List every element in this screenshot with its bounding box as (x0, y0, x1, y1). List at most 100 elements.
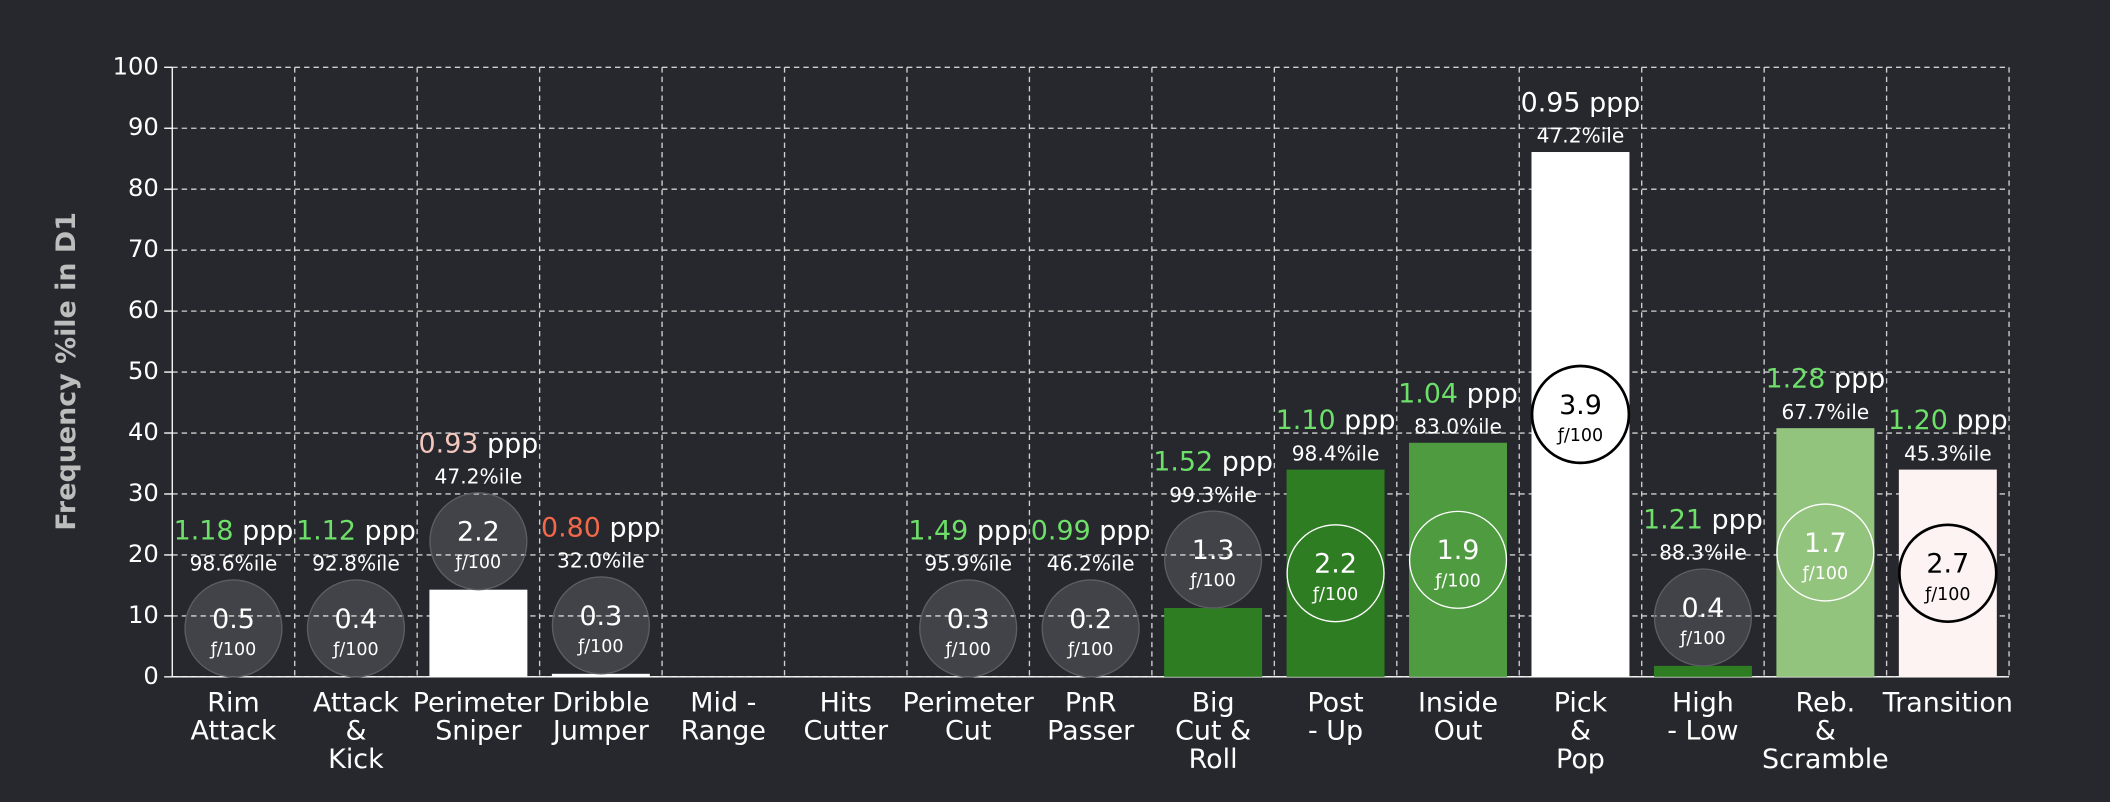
y-tick-label: 30 (128, 479, 159, 507)
ppp-value: 1.21 (1643, 504, 1703, 535)
frequency-value: 1.3 (1192, 535, 1235, 566)
ppp-unit: ppp (1956, 405, 2007, 436)
ppp-unit: ppp (1099, 515, 1150, 546)
frequency-value: 2.7 (1926, 549, 1969, 580)
ppp-value: 1.20 (1888, 405, 1948, 436)
x-tick-label: Pick (1554, 687, 1608, 718)
ppp-label: 1.04 ppp (1398, 378, 1518, 409)
frequency-unit: ƒ/100 (1923, 585, 1970, 605)
x-tick-label: Hits (820, 687, 872, 718)
frequency-value: 2.2 (457, 517, 500, 548)
frequency-value: 3.9 (1559, 390, 1602, 421)
frequency-unit: ƒ/100 (1066, 640, 1113, 660)
frequency-unit: ƒ/100 (454, 553, 501, 573)
frequency-value: 0.3 (579, 601, 622, 632)
x-tick-label: Attack (313, 687, 399, 718)
ppp-label: 1.20 ppp (1888, 405, 2008, 436)
ppp-percentile: 45.3%ile (1904, 441, 1992, 465)
ppp-value: 0.95 (1521, 87, 1581, 118)
frequency-unit: ƒ/100 (576, 637, 623, 657)
ppp-value: 1.52 (1153, 446, 1213, 477)
ppp-label: 1.52 ppp (1153, 446, 1273, 477)
bar (429, 589, 528, 677)
bar (1164, 607, 1263, 677)
frequency-circle (919, 579, 1018, 678)
ppp-value: 1.10 (1276, 405, 1336, 436)
ppp-label: 1.21 ppp (1643, 504, 1763, 535)
y-tick-label: 40 (128, 418, 159, 446)
frequency-value: 0.5 (212, 604, 255, 635)
ppp-label: 1.28 ppp (1766, 363, 1886, 394)
frequency-circle (1041, 579, 1140, 678)
ppp-percentile: 92.8%ile (312, 552, 400, 576)
x-tick-label: Attack (191, 716, 277, 747)
ppp-percentile: 47.2%ile (435, 464, 523, 488)
x-tick-label: Dribble (552, 687, 649, 718)
frequency-value: 0.2 (1069, 604, 1112, 635)
ppp-unit: ppp (1222, 446, 1273, 477)
ppp-unit: ppp (365, 515, 416, 546)
x-tick-label: Inside (1418, 687, 1498, 718)
frequency-value: 2.2 (1314, 549, 1357, 580)
x-tick-label: Pop (1556, 744, 1605, 775)
frequency-circle (306, 579, 406, 678)
ppp-value: 0.99 (1031, 515, 1091, 546)
frequency-value: 0.4 (1682, 593, 1725, 624)
ppp-value: 1.04 (1398, 378, 1458, 409)
ppp-label: 1.10 ppp (1276, 405, 1396, 436)
y-axis-label: Frequency %ile in D1 (51, 212, 82, 531)
x-tick-label: Kick (328, 744, 384, 775)
x-tick-label: Mid - (690, 687, 756, 718)
ppp-unit: ppp (1589, 87, 1640, 118)
ppp-percentile: 32.0%ile (557, 549, 645, 573)
frequency-circle (1163, 510, 1263, 609)
x-tick-label: Cut (945, 716, 991, 747)
x-tick-label: Passer (1047, 716, 1135, 747)
frequency-unit: ƒ/100 (1311, 585, 1358, 605)
ppp-unit: ppp (1344, 405, 1395, 436)
ppp-label: 0.99 ppp (1031, 515, 1151, 546)
bar (551, 673, 650, 677)
x-tick-label: - Up (1308, 716, 1363, 747)
x-tick-label: Big (1192, 687, 1235, 718)
frequency-circle (1653, 568, 1753, 667)
y-tick-label: 10 (128, 601, 159, 629)
frequency-value: 1.7 (1804, 528, 1847, 559)
frequency-unit: ƒ/100 (1556, 426, 1603, 446)
ppp-value: 0.93 (419, 428, 479, 459)
ppp-value: 1.12 (296, 515, 356, 546)
ppp-label: 0.95 ppp (1521, 87, 1641, 118)
frequency-unit: ƒ/100 (331, 640, 378, 660)
x-tick-label: & (345, 716, 366, 747)
frequency-unit: ƒ/100 (1678, 629, 1725, 649)
frequency-circle (429, 492, 528, 591)
y-tick-label: 80 (128, 174, 159, 202)
y-tick-label: 0 (143, 662, 158, 690)
x-tick-label: & (1815, 716, 1836, 747)
frequency-circle (1286, 524, 1385, 623)
ppp-value: 1.28 (1766, 363, 1826, 394)
ppp-unit: ppp (1467, 378, 1518, 409)
frequency-unit: ƒ/100 (209, 640, 256, 660)
ppp-percentile: 67.7%ile (1782, 400, 1870, 424)
ppp-percentile: 83.0%ile (1414, 414, 1502, 438)
y-tick-label: 70 (128, 235, 159, 263)
y-tick-label: 100 (113, 52, 159, 80)
x-tick-label: Transition (1882, 687, 2013, 718)
ppp-label: 1.12 ppp (296, 515, 416, 546)
ppp-value: 1.49 (908, 515, 968, 546)
frequency-circle (1408, 510, 1508, 609)
x-tick-label: & (1570, 716, 1591, 747)
frequency-circle (1530, 364, 1631, 465)
x-tick-label: Reb. (1796, 687, 1856, 718)
x-tick-label: - Low (1667, 716, 1738, 747)
x-tick-label: Sniper (435, 716, 522, 747)
ppp-value: 0.80 (541, 512, 601, 543)
y-tick-label: 50 (128, 357, 159, 385)
x-tick-label: Roll (1189, 744, 1238, 775)
ppp-percentile: 88.3%ile (1659, 541, 1747, 565)
y-tick-label: 20 (128, 540, 159, 568)
ppp-percentile: 95.9%ile (924, 552, 1012, 576)
